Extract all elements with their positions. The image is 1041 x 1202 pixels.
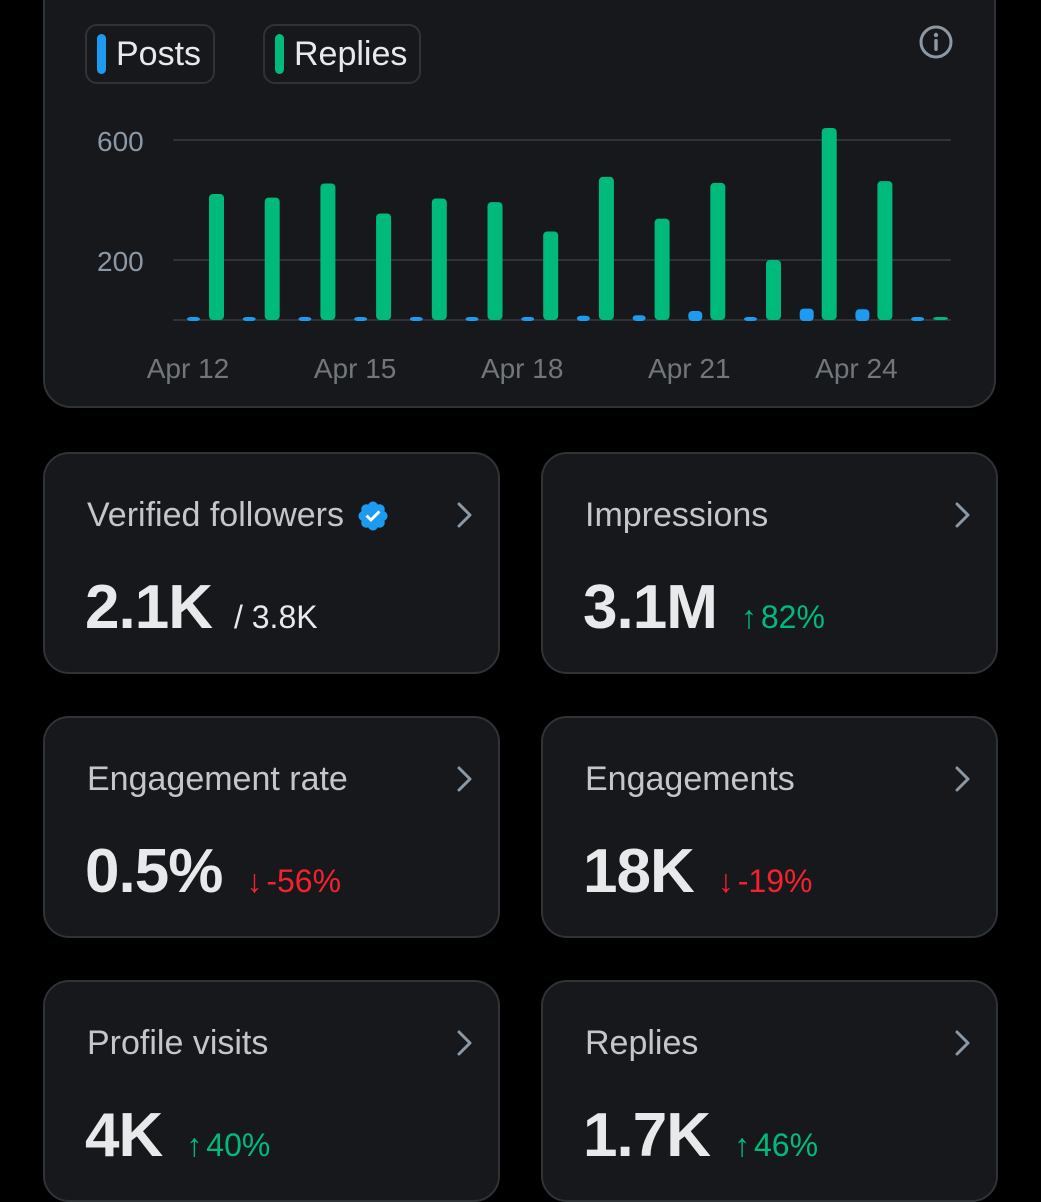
stat-value: 2.1K: [85, 573, 213, 642]
stat-change: ↓ -56%: [246, 863, 341, 900]
bar-replies-apr-20[interactable]: [654, 218, 670, 320]
arrow-up-icon: ↑: [186, 1127, 203, 1163]
stat-value: 0.5%: [85, 837, 223, 906]
stat-change-value: 46%: [753, 1127, 819, 1163]
stat-value-row: 1.7K ↑ 46%: [583, 1100, 818, 1171]
legend-toggle-posts[interactable]: Posts: [85, 24, 216, 84]
bar-replies-apr-16[interactable]: [431, 198, 447, 321]
chevron-right-icon: [457, 502, 472, 528]
stat-value-row: 0.5% ↓ -56%: [85, 836, 341, 907]
arrow-up-icon: ↑: [733, 1127, 750, 1163]
stat-value: 1.7K: [583, 1101, 711, 1170]
bar-posts-apr-22[interactable]: [744, 317, 757, 321]
stat-title: Replies: [585, 1024, 699, 1062]
stat-title: Profile visits: [87, 1024, 269, 1062]
stat-change: ↑ 46%: [734, 1127, 818, 1164]
bar-posts-apr-17[interactable]: [465, 317, 479, 321]
bar-posts-apr-13[interactable]: [242, 317, 256, 321]
stat-title-wrap: Verified followers: [87, 496, 390, 535]
bar-replies-apr-19[interactable]: [598, 176, 614, 320]
stat-value-row: 18K ↓ -19%: [583, 836, 812, 907]
stat-card-engagements[interactable]: Engagements 18K ↓ -19%: [541, 716, 998, 938]
stat-value-row: 3.1M ↑ 82%: [583, 572, 825, 643]
x-tick-label: Apr 24: [815, 353, 898, 384]
legend-toggle-replies[interactable]: Replies: [263, 24, 422, 84]
legend-label-replies: Replies: [294, 34, 408, 73]
stat-card-profile-visits[interactable]: Profile visits 4K ↑ 40%: [43, 980, 500, 1202]
verified-badge-icon: [358, 500, 388, 531]
info-icon[interactable]: [918, 24, 954, 60]
stat-change: ↓ -19%: [718, 863, 813, 900]
x-tick-label: Apr 12: [147, 353, 230, 384]
stat-card-verified-followers[interactable]: Verified followers 2.1K / 3.8K: [43, 452, 500, 674]
stat-title: Engagement rate: [87, 760, 348, 798]
bar-replies-apr-24[interactable]: [877, 181, 893, 320]
bar-replies-apr-21[interactable]: [710, 182, 726, 320]
arrow-down-icon: ↓: [717, 863, 734, 899]
bar-replies-apr-17[interactable]: [487, 202, 503, 320]
stat-change-value: -19%: [737, 863, 813, 899]
chevron-right-icon: [955, 1030, 970, 1056]
bar-replies-apr-18[interactable]: [543, 231, 559, 321]
bar-posts-apr-19[interactable]: [576, 315, 590, 321]
arrow-up-icon: ↑: [740, 599, 757, 635]
bar-replies-apr-25[interactable]: [933, 317, 949, 320]
stat-title: Impressions: [585, 496, 769, 534]
bar-replies-apr-14[interactable]: [320, 183, 336, 321]
chevron-right-icon: [457, 766, 472, 792]
stat-value-row: 4K ↑ 40%: [85, 1100, 270, 1171]
y-tick-label: 200: [97, 246, 144, 277]
bar-posts-apr-20[interactable]: [632, 315, 646, 321]
bar-posts-apr-23[interactable]: [799, 308, 814, 321]
activity-chart-card: 600 200 Apr 12 Apr 15 Apr 18 Apr 21 Apr 24 Pos…: [43, 0, 996, 408]
stat-change-value: 82%: [760, 599, 825, 635]
bar-posts-apr-24[interactable]: [855, 309, 870, 321]
posts-swatch: [97, 34, 106, 74]
x-tick-label: Apr 21: [648, 353, 731, 384]
bar-posts-apr-14[interactable]: [298, 317, 312, 321]
bar-replies-apr-12[interactable]: [209, 194, 224, 320]
stat-change-value: 40%: [206, 1127, 271, 1163]
stat-total: / 3.8K: [233, 599, 318, 635]
bar-posts-apr-25[interactable]: [911, 317, 925, 321]
bar-posts-apr-15[interactable]: [354, 317, 368, 321]
x-tick-label: Apr 18: [481, 353, 564, 384]
stat-value: 4K: [85, 1101, 163, 1170]
bar-posts-apr-18[interactable]: [521, 317, 535, 321]
bar-posts-apr-12[interactable]: [187, 317, 200, 321]
bar-posts-apr-16[interactable]: [409, 317, 423, 321]
x-tick-label: Apr 15: [314, 353, 397, 384]
legend-label-posts: Posts: [116, 34, 202, 73]
bar-chart: 600 200 Apr 12 Apr 15 Apr 18 Apr 21 Apr 24: [97, 126, 951, 384]
stat-title: Engagements: [585, 760, 795, 798]
stat-value-row: 2.1K / 3.8K: [85, 572, 318, 643]
bar-replies-apr-15[interactable]: [376, 213, 392, 321]
stat-value: 3.1M: [583, 573, 718, 642]
chevron-right-icon: [457, 1030, 472, 1056]
chevron-right-icon: [955, 502, 970, 528]
bar-replies-apr-13[interactable]: [264, 197, 280, 320]
stat-change: ↑ 82%: [741, 599, 825, 636]
stat-change-value: -56%: [266, 863, 342, 899]
y-tick-label: 600: [97, 126, 144, 157]
replies-swatch: [275, 34, 284, 74]
stat-value: 18K: [583, 837, 695, 906]
bar-replies-apr-22[interactable]: [766, 260, 781, 320]
bar-posts-apr-21[interactable]: [688, 311, 703, 321]
stat-card-engagement-rate[interactable]: Engagement rate 0.5% ↓ -56%: [43, 716, 500, 938]
stat-title: Verified followers: [87, 496, 345, 534]
stat-card-impressions[interactable]: Impressions 3.1M ↑ 82%: [541, 452, 998, 674]
stat-card-replies[interactable]: Replies 1.7K ↑ 46%: [541, 980, 998, 1202]
chevron-right-icon: [955, 766, 970, 792]
stat-change: ↑ 40%: [186, 1127, 270, 1164]
bar-replies-apr-23[interactable]: [821, 128, 837, 320]
arrow-down-icon: ↓: [246, 863, 263, 899]
